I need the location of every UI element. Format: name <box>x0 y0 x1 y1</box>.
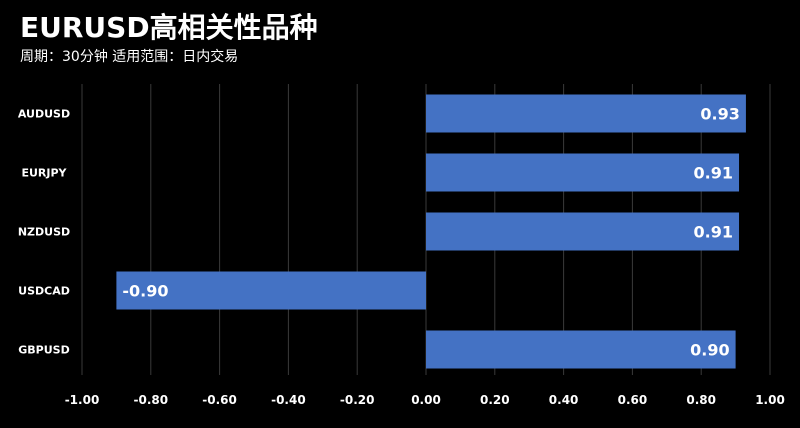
x-tick-label: 0.20 <box>480 393 510 407</box>
x-tick-label: 0.80 <box>686 393 716 407</box>
x-tick-label: 0.00 <box>411 393 441 407</box>
bar <box>116 271 427 310</box>
data-label: -0.90 <box>122 282 168 301</box>
bar <box>426 94 746 133</box>
x-tick-label: -0.40 <box>271 393 306 407</box>
x-tick-label: -0.20 <box>340 393 375 407</box>
data-label: 0.91 <box>694 164 733 183</box>
category-label: USDCAD <box>18 285 70 298</box>
category-label: AUDUSD <box>18 108 70 121</box>
bar <box>426 153 740 192</box>
x-tick-label: -0.80 <box>134 393 169 407</box>
chart-title: EURUSD高相关性品种 <box>20 11 318 44</box>
data-label: 0.91 <box>694 223 733 242</box>
bar <box>426 330 736 369</box>
category-label: GBPUSD <box>18 344 69 357</box>
chart-subtitle: 周期：30分钟 适用范围：日内交易 <box>20 49 239 65</box>
x-tick-label: 0.60 <box>618 393 648 407</box>
x-tick-label: -0.60 <box>202 393 237 407</box>
data-label: 0.90 <box>690 341 729 360</box>
x-tick-label: 1.00 <box>755 393 785 407</box>
data-label: 0.93 <box>700 105 739 124</box>
category-label: EURJPY <box>21 167 67 180</box>
bar <box>426 212 740 251</box>
x-tick-label: 0.40 <box>549 393 579 407</box>
category-label: NZDUSD <box>18 226 70 239</box>
x-tick-label: -1.00 <box>65 393 100 407</box>
